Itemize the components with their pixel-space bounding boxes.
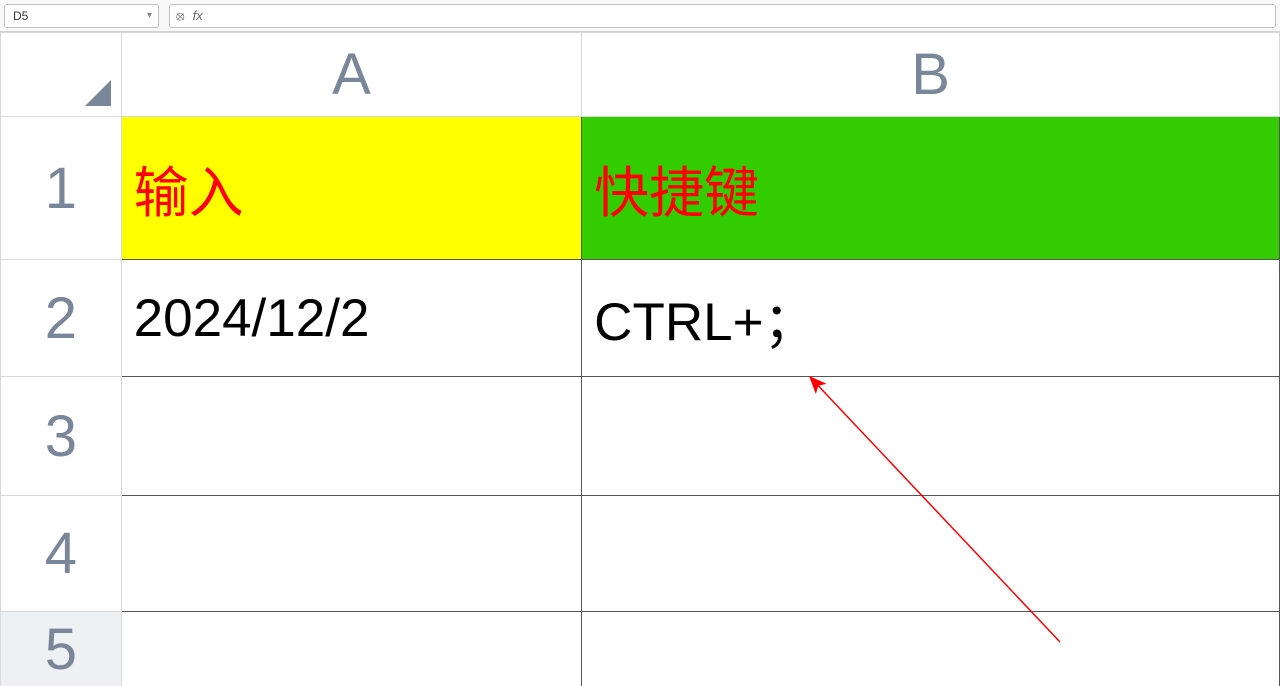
cell-B5[interactable] [582, 612, 1280, 686]
formula-input-area[interactable]: ⦻ fx [169, 4, 1276, 28]
cell-B2[interactable]: CTRL+； [582, 260, 1280, 377]
row-header-5[interactable]: 5 [1, 612, 122, 686]
select-all-corner[interactable] [1, 33, 122, 117]
fx-icon[interactable]: fx [193, 8, 203, 23]
cell-A4[interactable] [121, 496, 582, 612]
column-header-A[interactable]: A [121, 33, 582, 117]
cell-A5[interactable] [121, 612, 582, 686]
formula-bar: D5 ▾ ⦻ fx [0, 0, 1280, 32]
cell-A1[interactable]: 输入 [121, 117, 582, 260]
row-header-3[interactable]: 3 [1, 377, 122, 496]
row-header-1[interactable]: 1 [1, 117, 122, 260]
cell-B3[interactable] [582, 377, 1280, 496]
name-box[interactable]: D5 ▾ [4, 4, 159, 28]
row-header-2[interactable]: 2 [1, 260, 122, 377]
column-header-B[interactable]: B [582, 33, 1280, 117]
spreadsheet-grid[interactable]: A B 1 输入 快捷键 2 2024/12/2 CTRL+； 3 4 5 [0, 32, 1280, 686]
cell-A2[interactable]: 2024/12/2 [121, 260, 582, 377]
cell-A3[interactable] [121, 377, 582, 496]
cell-reference: D5 [13, 9, 28, 23]
cell-B4[interactable] [582, 496, 1280, 612]
chevron-down-icon[interactable]: ▾ [147, 10, 152, 21]
row-header-4[interactable]: 4 [1, 496, 122, 612]
zoom-icon[interactable]: ⦻ [176, 8, 185, 24]
cell-B1[interactable]: 快捷键 [582, 117, 1280, 260]
